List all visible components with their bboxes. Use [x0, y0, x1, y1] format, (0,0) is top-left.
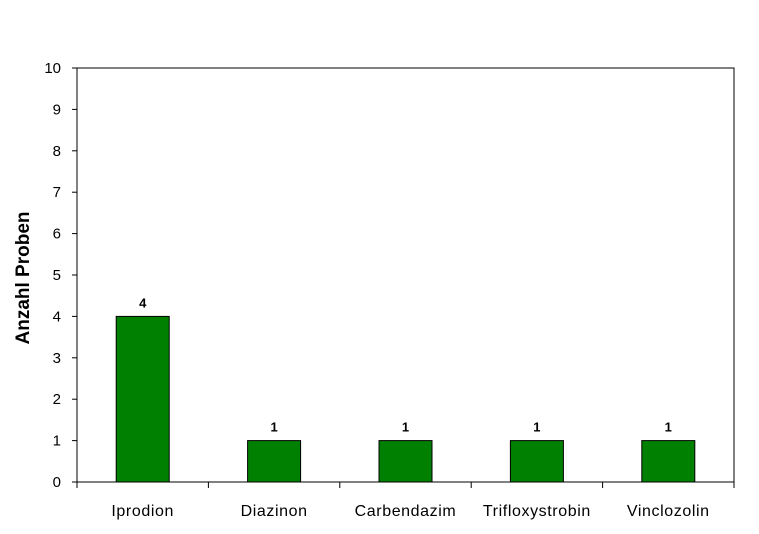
y-tick-label: 2: [53, 391, 61, 408]
y-tick-label: 9: [53, 101, 61, 118]
data-label: 1: [665, 420, 672, 435]
y-tick-label: 7: [53, 184, 61, 201]
x-axis: Iprodion Diazinon Carbendazim Trifloxystrob…: [76, 482, 735, 520]
data-label: 1: [402, 420, 409, 435]
y-tick-label: 1: [53, 433, 61, 450]
x-tick-label: Carbendazim: [355, 503, 457, 520]
y-tick-label: 4: [53, 308, 61, 325]
y-axis: 0 1 2 3 4 5 6 7 8 9 10: [44, 60, 77, 491]
data-labels: 4 1 1 1 1: [139, 295, 672, 434]
y-tick-label: 6: [53, 226, 61, 243]
data-label: 1: [533, 420, 540, 435]
bar-vinclozolin: [641, 440, 696, 483]
x-tick-label: Diazinon: [241, 503, 308, 520]
y-tick-label: 3: [53, 350, 61, 367]
data-label: 4: [139, 295, 147, 310]
bars: [115, 315, 696, 483]
bar-diazinon: [247, 440, 302, 483]
x-tick-label: Trifloxystrobin: [483, 503, 591, 520]
bar-iprodion: [115, 315, 170, 483]
y-tick-label: 8: [53, 143, 61, 160]
x-tick-label: Iprodion: [111, 503, 174, 520]
y-tick-label: 10: [44, 60, 61, 77]
y-tick-label: 0: [53, 474, 61, 491]
y-tick-label: 5: [53, 267, 61, 284]
data-label: 1: [270, 420, 277, 435]
y-axis-title: Anzahl Proben: [13, 211, 34, 344]
x-tick-label: Vinclozolin: [627, 503, 710, 520]
bar-trifloxystrobin: [509, 440, 564, 483]
bar-carbendazim: [378, 440, 433, 483]
